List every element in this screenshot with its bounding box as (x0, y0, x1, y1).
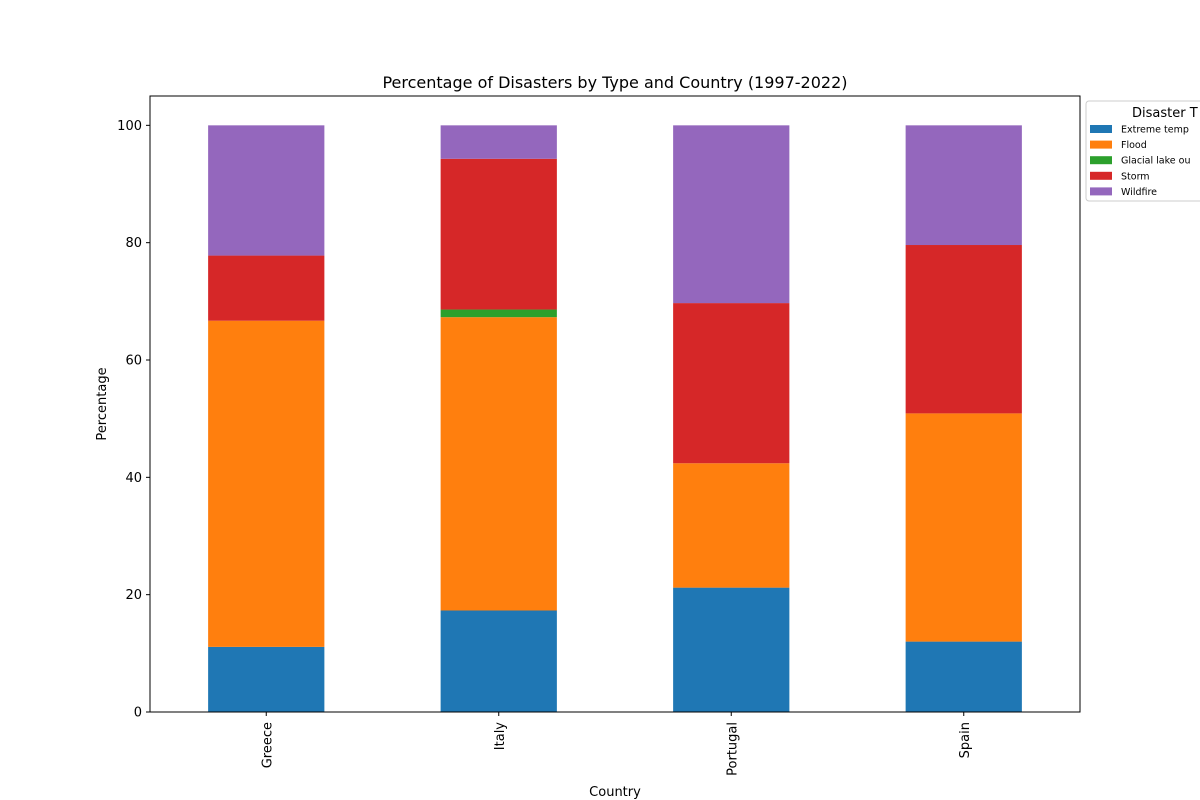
y-tick-label: 80 (125, 236, 142, 251)
y-tick-label: 20 (125, 588, 142, 603)
legend-entry-4: Wildfire (1121, 187, 1157, 198)
bar-portugal-series-3 (673, 303, 790, 464)
y-axis: 0 20 40 60 80 100 (117, 119, 150, 721)
bar-greece-series-1 (208, 320, 325, 647)
bar-spain-series-3 (905, 245, 1022, 414)
bar-greece-series-3 (208, 255, 325, 321)
bar-spain-series-4 (905, 125, 1022, 246)
bar-spain-series-0 (905, 641, 1022, 712)
bars-group (208, 125, 1022, 712)
bar-italy-series-2 (440, 309, 557, 318)
legend-entry-3: Storm (1121, 171, 1150, 182)
bar-italy-series-0 (440, 610, 557, 712)
bar-italy-series-3 (440, 158, 557, 310)
x-axis: Greece Italy Portugal Spain (260, 712, 973, 776)
x-tick-label-greece: Greece (260, 722, 275, 768)
x-axis-label: Country (589, 785, 641, 800)
plot-frame (149, 95, 1081, 713)
y-axis-label: Percentage (95, 367, 110, 440)
bar-greece-series-0 (208, 646, 325, 712)
bar-portugal-series-4 (673, 125, 790, 304)
legend-swatch-1 (1090, 140, 1112, 149)
x-tick-label-spain: Spain (958, 722, 973, 758)
bar-spain-series-1 (905, 413, 1022, 642)
legend-swatch-0 (1090, 125, 1112, 133)
y-tick-label: 60 (125, 354, 142, 369)
y-tick-label: 100 (117, 119, 142, 134)
legend-entry-1: Flood (1121, 140, 1147, 151)
legend-swatch-3 (1090, 171, 1112, 180)
x-tick-label-portugal: Portugal (725, 722, 740, 776)
bar-portugal-series-1 (673, 463, 790, 588)
y-tick-label: 0 (134, 706, 142, 721)
legend-title: Disaster T (1132, 106, 1198, 121)
y-tick-label: 40 (125, 471, 142, 486)
legend-box (1085, 100, 1200, 202)
x-tick-label-italy: Italy (493, 722, 508, 751)
legend-swatch-2 (1090, 156, 1112, 165)
bar-greece-series-4 (208, 125, 325, 256)
bar-portugal-series-0 (673, 587, 790, 712)
legend: Disaster T Extreme temp Flood Glacial lake … (1085, 100, 1200, 202)
bar-italy-series-4 (440, 125, 557, 159)
bar-italy-series-1 (440, 317, 557, 611)
chart-title: Percentage of Disasters by Type and Coun… (382, 73, 847, 92)
legend-entry-0: Extreme temp (1121, 125, 1189, 136)
legend-swatch-4 (1090, 187, 1112, 196)
legend-entry-2: Glacial lake ou (1121, 156, 1191, 167)
